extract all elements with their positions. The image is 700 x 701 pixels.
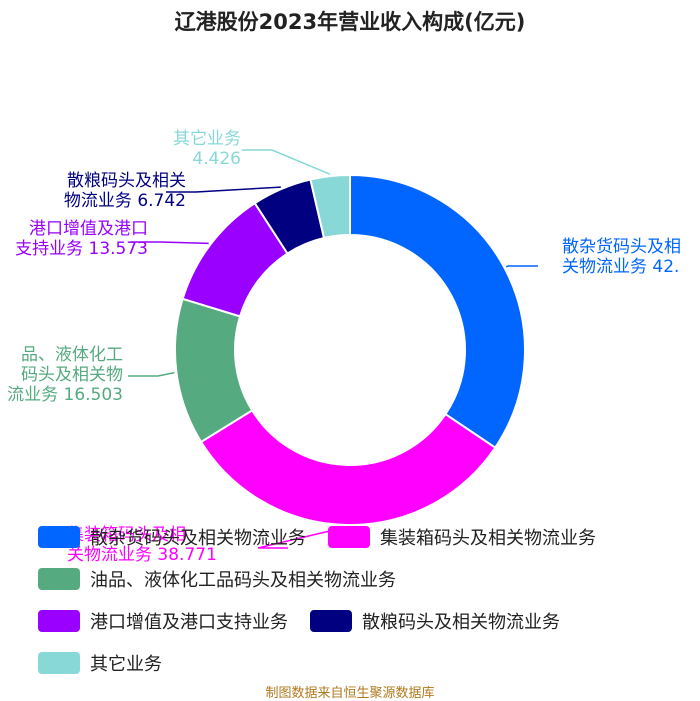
chart-title: 辽港股份2023年营业收入构成(亿元) bbox=[174, 10, 526, 34]
legend-item[interactable]: 港口增值及港口支持业务 bbox=[38, 608, 288, 634]
legend-item[interactable]: 散粮码头及相关物流业务 bbox=[310, 608, 560, 634]
slice-label: 品、液体化工码头及相关物流业务 16.503 bbox=[7, 345, 123, 405]
legend: 散杂货码头及相关物流业务 集装箱码头及相关物流业务油品、液体化工品码头及相关物流业… bbox=[38, 516, 688, 684]
leader-line bbox=[130, 241, 209, 245]
legend-item[interactable]: 油品、液体化工品码头及相关物流业务 bbox=[38, 566, 396, 592]
legend-swatch bbox=[38, 568, 80, 590]
legend-row: 港口增值及港口支持业务 散粮码头及相关物流业务 bbox=[38, 600, 688, 642]
legend-swatch bbox=[328, 526, 370, 548]
leader-line bbox=[242, 149, 331, 175]
donut-slice bbox=[349, 173, 526, 450]
legend-item[interactable]: 集装箱码头及相关物流业务 bbox=[328, 524, 596, 550]
slice-label: 散杂货码头及相关物流业务 42. bbox=[562, 237, 681, 277]
leader-line bbox=[505, 265, 538, 268]
legend-label: 集装箱码头及相关物流业务 bbox=[380, 528, 596, 549]
donut-slice bbox=[309, 173, 351, 240]
legend-label: 港口增值及港口支持业务 bbox=[90, 612, 288, 633]
legend-row: 油品、液体化工品码头及相关物流业务 bbox=[38, 558, 688, 600]
legend-label: 散粮码头及相关物流业务 bbox=[362, 612, 560, 633]
donut-slice bbox=[199, 409, 497, 526]
legend-swatch bbox=[38, 526, 80, 548]
legend-label: 其它业务 bbox=[90, 654, 162, 675]
leader-line bbox=[128, 371, 175, 377]
source-note: 制图数据来自恒生聚源数据库 bbox=[265, 686, 435, 701]
leader-line bbox=[166, 186, 281, 193]
legend-row: 其它业务 bbox=[38, 642, 688, 684]
leader-line bbox=[257, 526, 347, 549]
legend-label: 油品、液体化工品码头及相关物流业务 bbox=[90, 570, 396, 591]
legend-swatch bbox=[38, 652, 80, 674]
slice-label: 集装箱码头及相关物流业务 38.771 bbox=[67, 525, 217, 565]
slice-label: 散粮码头及相关物流业务 6.742 bbox=[64, 171, 186, 211]
slice-label: 港口增值及港口支持业务 13.573 bbox=[15, 219, 148, 259]
legend-swatch bbox=[38, 610, 80, 632]
legend-item[interactable]: 散杂货码头及相关物流业务 bbox=[38, 524, 306, 550]
legend-swatch bbox=[310, 610, 352, 632]
legend-item[interactable]: 其它业务 bbox=[38, 650, 162, 676]
legend-label: 散杂货码头及相关物流业务 bbox=[90, 528, 306, 549]
slice-label: 其它业务 4.426 bbox=[173, 129, 241, 169]
legend-row: 散杂货码头及相关物流业务 集装箱码头及相关物流业务 bbox=[38, 516, 688, 558]
